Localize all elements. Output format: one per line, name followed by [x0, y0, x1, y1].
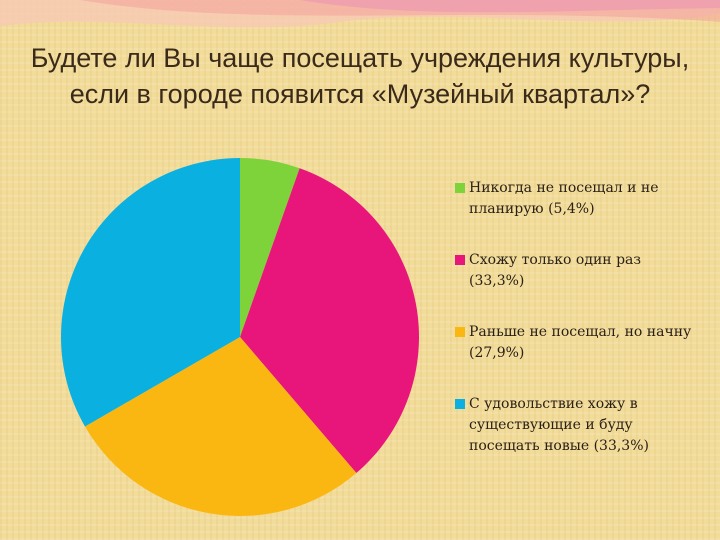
pie-slice-2 — [240, 168, 419, 474]
legend-swatch-1 — [455, 183, 465, 193]
legend-label-4: С удовольствие хожу в существующие и буд… — [469, 396, 649, 454]
legend-label-3: Раньше не посещал, но начну (27,9%) — [469, 324, 692, 361]
pie-slice-1 — [240, 158, 300, 337]
legend-item-4: С удовольствие хожу в существующие и буд… — [455, 394, 695, 457]
pie-slice-3 — [84, 337, 357, 516]
legend-item-2: Схожу только один раз (33,3%) — [455, 250, 695, 292]
legend-label-2: Схожу только один раз (33,3%) — [469, 252, 642, 289]
legend-swatch-4 — [455, 399, 465, 409]
chart-title: Будете ли Вы чаще посещать учреждения ку… — [30, 43, 690, 109]
legend-item-1: Никогда не посещал и не планирую (5,4%) — [455, 178, 695, 220]
legend-label-1: Никогда не посещал и не планирую (5,4%) — [469, 180, 659, 217]
pie-slice-4 — [61, 158, 241, 427]
legend-swatch-3 — [455, 327, 465, 337]
legend-swatch-2 — [455, 255, 465, 265]
decorative-header-swirl — [0, 0, 720, 28]
legend-item-3: Раньше не посещал, но начну (27,9%) — [455, 322, 695, 364]
chart-legend: Никогда не посещал и не планирую (5,4%) С… — [455, 178, 695, 487]
